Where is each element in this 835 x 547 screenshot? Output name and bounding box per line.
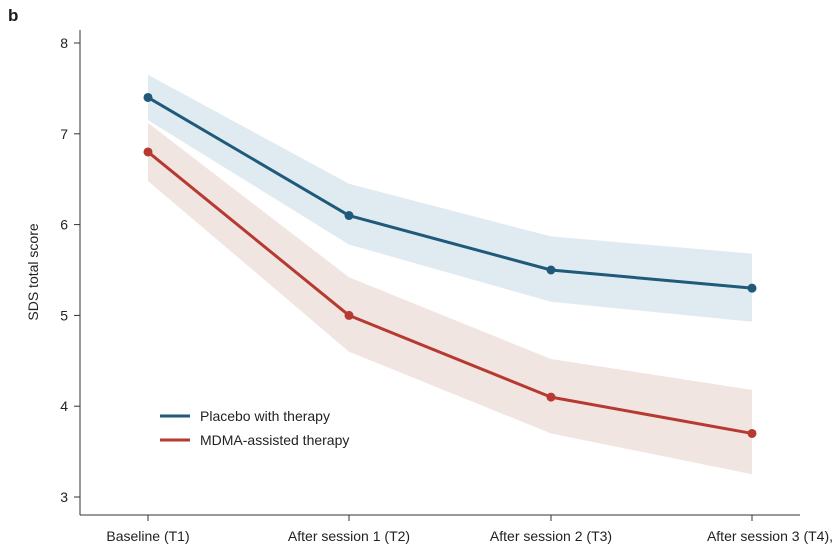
data-point — [747, 428, 757, 438]
legend-label: Placebo with therapy — [200, 408, 330, 424]
confidence-band-mdma — [148, 122, 752, 475]
axes — [79, 30, 800, 516]
confidence-band-placebo — [148, 74, 752, 322]
x-tick-label: After session 1 (T2) — [288, 528, 410, 544]
y-tick-label: 7 — [60, 126, 68, 142]
legend-label: MDMA-assisted therapy — [200, 432, 349, 448]
y-tick-label: 4 — [60, 398, 68, 414]
y-tick-label: 6 — [60, 217, 68, 233]
x-tick-label: Baseline (T1) — [106, 528, 189, 544]
confidence-bands — [148, 74, 752, 475]
y-tick-label: 5 — [60, 307, 68, 323]
x-tick-label: After session 3 (T4), — [707, 528, 833, 544]
x-ticks: Baseline (T1) After session 1 (T2) After s… — [106, 515, 833, 544]
y-axis-title: SDS total score — [25, 223, 41, 320]
y-tick-label: 3 — [60, 489, 68, 505]
data-point — [546, 265, 556, 275]
series-points — [143, 92, 757, 438]
series-lines — [147, 96, 753, 435]
y-ticks: 3 4 5 6 7 8 — [60, 35, 80, 505]
data-point — [143, 92, 153, 102]
series-line-mdma — [147, 150, 753, 435]
data-point — [143, 147, 153, 157]
y-tick-label: 8 — [60, 35, 68, 51]
panel-label: b — [8, 6, 19, 25]
x-tick-label: After session 2 (T3) — [490, 528, 612, 544]
data-point — [344, 211, 354, 221]
data-point — [344, 310, 354, 320]
data-point — [747, 283, 757, 293]
series-line-placebo — [147, 96, 753, 290]
data-point — [546, 392, 556, 402]
legend: Placebo with therapy MDMA-assisted therap… — [160, 408, 349, 448]
